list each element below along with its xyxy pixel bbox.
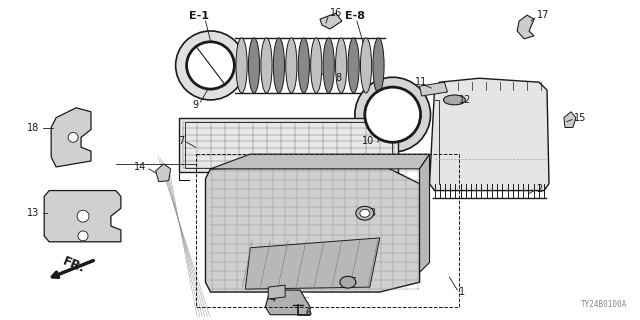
Text: 14: 14: [134, 162, 146, 172]
Polygon shape: [205, 164, 420, 292]
Text: 18: 18: [27, 123, 39, 132]
Ellipse shape: [261, 38, 272, 93]
Ellipse shape: [323, 38, 334, 93]
Polygon shape: [268, 285, 285, 299]
Text: 15: 15: [574, 113, 586, 123]
Text: 7: 7: [179, 136, 185, 146]
Circle shape: [68, 132, 78, 142]
Ellipse shape: [348, 38, 359, 93]
Text: 6: 6: [305, 308, 311, 318]
Text: 3: 3: [370, 208, 376, 218]
Ellipse shape: [236, 38, 247, 93]
Ellipse shape: [310, 38, 322, 93]
Text: 1: 1: [460, 287, 465, 297]
Ellipse shape: [298, 38, 309, 93]
Ellipse shape: [444, 95, 465, 105]
Text: 12: 12: [460, 95, 472, 105]
Text: TY24B0100A: TY24B0100A: [580, 300, 627, 309]
Text: 8: 8: [335, 73, 341, 83]
Ellipse shape: [340, 276, 356, 288]
Bar: [196, 154, 460, 307]
Polygon shape: [420, 154, 429, 272]
Polygon shape: [429, 78, 549, 191]
Polygon shape: [179, 118, 397, 172]
Circle shape: [355, 77, 431, 152]
Polygon shape: [320, 13, 342, 29]
Text: 17: 17: [537, 10, 549, 20]
Text: 16: 16: [330, 8, 342, 18]
Circle shape: [187, 42, 234, 89]
Text: E-8: E-8: [345, 11, 365, 21]
Circle shape: [365, 87, 420, 142]
Polygon shape: [245, 238, 380, 289]
Ellipse shape: [360, 209, 370, 217]
Ellipse shape: [356, 206, 374, 220]
Text: 13: 13: [27, 208, 39, 218]
Ellipse shape: [373, 38, 384, 93]
Text: 11: 11: [415, 77, 427, 87]
Polygon shape: [156, 164, 171, 182]
Circle shape: [175, 31, 245, 100]
Text: 4: 4: [269, 294, 275, 304]
Ellipse shape: [248, 38, 260, 93]
Polygon shape: [517, 15, 534, 39]
Polygon shape: [265, 290, 310, 315]
Text: 2: 2: [536, 184, 542, 194]
Text: FR.: FR.: [61, 255, 88, 276]
Polygon shape: [44, 191, 121, 242]
Polygon shape: [211, 154, 429, 169]
Text: 5: 5: [350, 277, 356, 287]
Polygon shape: [420, 82, 447, 96]
Text: 9: 9: [193, 100, 198, 110]
Text: 10: 10: [362, 136, 374, 146]
Circle shape: [78, 231, 88, 241]
Ellipse shape: [273, 38, 285, 93]
Ellipse shape: [335, 38, 347, 93]
Ellipse shape: [360, 38, 372, 93]
Polygon shape: [51, 108, 91, 167]
Circle shape: [77, 210, 89, 222]
Ellipse shape: [286, 38, 297, 93]
Polygon shape: [564, 112, 576, 127]
Text: E-1: E-1: [189, 11, 209, 21]
